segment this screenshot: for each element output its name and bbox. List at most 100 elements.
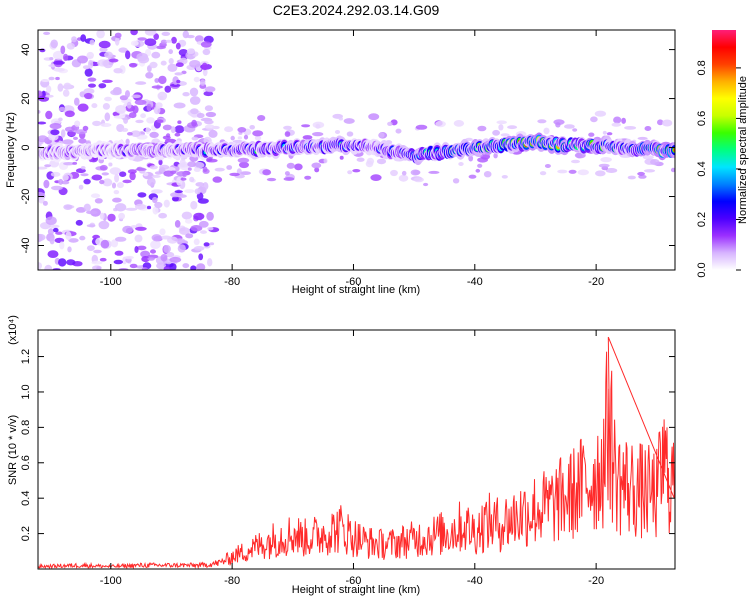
- heatmap-cell: [80, 34, 87, 42]
- heatmap-cell: [87, 77, 97, 82]
- snr-background: [38, 330, 675, 569]
- heatmap-cell: [53, 227, 59, 233]
- heatmap-cell: [187, 161, 197, 168]
- heatmap-cell: [200, 41, 212, 48]
- heatmap-cell: [196, 263, 206, 270]
- heatmap-cell: [47, 250, 59, 258]
- heatmap-cell: [167, 236, 178, 244]
- heatmap-cell: [64, 110, 75, 118]
- heatmap-cell: [65, 231, 72, 241]
- tick-label: 0.2: [696, 212, 708, 227]
- heatmap-cell: [137, 37, 147, 41]
- heatmap-cell: [84, 92, 93, 100]
- heatmap-cell: [108, 58, 119, 63]
- heatmap-cell: [475, 168, 481, 173]
- heatmap-cell: [146, 205, 152, 210]
- heatmap-cell: [118, 47, 128, 53]
- heatmap-cell: [237, 127, 247, 133]
- heatmap-cell: [232, 139, 244, 144]
- heatmap-cell: [151, 85, 163, 89]
- colorbar-label: Normalized spectral amplitude: [737, 76, 749, 224]
- heatmap-cell: [184, 189, 195, 194]
- heatmap-cell: [602, 130, 607, 135]
- heatmap-cell: [613, 116, 622, 124]
- heatmap-cell: [195, 182, 205, 187]
- heatmap-cell: [240, 171, 251, 176]
- heatmap-cell: [262, 169, 272, 176]
- heatmap-cell: [170, 83, 181, 87]
- heatmap-cell: [92, 265, 102, 270]
- heatmap-cell: [111, 182, 117, 189]
- heatmap-cell: [146, 117, 155, 124]
- heatmap-cell: [174, 190, 183, 194]
- heatmap-cell: [126, 101, 132, 109]
- heatmap-cell: [637, 171, 645, 176]
- heatmap-cell: [108, 162, 113, 167]
- heatmap-cell: [158, 75, 167, 85]
- heatmap-cell: [537, 119, 547, 124]
- heatmap-cell: [201, 62, 208, 71]
- heatmap-cell: [75, 207, 87, 213]
- heatmap-cell: [102, 79, 113, 84]
- tick-label: 0.6: [20, 455, 32, 470]
- heatmap-cell: [483, 171, 492, 178]
- heatmap-cell: [160, 39, 168, 45]
- heatmap-cell: [190, 225, 203, 232]
- heatmap-cell: [501, 175, 508, 179]
- tick-label: 0.8: [696, 60, 708, 75]
- heatmap-cell: [187, 167, 192, 171]
- heatmap-cell: [42, 200, 48, 206]
- heatmap-cell: [114, 36, 120, 46]
- heatmap-cell: [311, 162, 322, 169]
- heatmap-cell: [167, 63, 178, 72]
- heatmap-cell: [352, 169, 361, 173]
- heatmap-cell: [98, 83, 107, 89]
- tick-label: 40: [20, 43, 32, 55]
- heatmap-cell: [150, 240, 161, 250]
- heatmap-cell: [237, 136, 243, 140]
- heatmap-cell: [175, 42, 181, 50]
- heatmap-cell: [347, 170, 353, 175]
- heatmap-cell: [50, 129, 60, 136]
- heatmap-cell: [59, 241, 65, 250]
- heatmap-cell: [378, 132, 385, 138]
- heatmap-cell: [89, 39, 95, 46]
- heatmap-cell: [365, 160, 374, 168]
- heatmap-cell: [114, 203, 127, 212]
- heatmap-cell: [140, 113, 147, 119]
- heatmap-cell: [55, 231, 63, 235]
- heatmap-cell: [63, 204, 73, 211]
- heatmap-cell: [203, 91, 214, 97]
- heatmap-cell: [58, 117, 63, 122]
- heatmap-cell: [294, 163, 303, 171]
- heatmap-cell: [74, 120, 81, 127]
- heatmap-cell: [315, 123, 321, 129]
- heatmap-cell: [129, 63, 138, 68]
- tick-label: 20: [20, 92, 32, 104]
- heatmap-cell: [605, 168, 618, 173]
- heatmap-cell: [162, 124, 172, 131]
- heatmap-cell: [144, 38, 157, 46]
- heatmap-cell: [193, 246, 205, 251]
- heatmap-cell: [286, 162, 295, 169]
- heatmap-cell: [43, 179, 50, 189]
- heatmap-cell: [126, 132, 133, 136]
- heatmap-cell: [99, 164, 108, 171]
- heatmap-cell: [165, 39, 173, 43]
- heatmap-cell: [77, 55, 88, 64]
- spectrogram-panel: -100 -80 -60 -40 -20 -40 -20 0 20 40 Height of s…: [5, 29, 676, 296]
- snr-y-ticks: 0.2 0.4 0.6 0.8 1.0 1.2: [20, 349, 675, 541]
- snr-y-axis-label: SNR (10 * v/v): [7, 415, 19, 485]
- heatmap-cell: [207, 227, 214, 231]
- heatmap-cell: [145, 127, 151, 134]
- heatmap-cell: [83, 178, 91, 185]
- heatmap-cell: [284, 171, 290, 176]
- heatmap-cell: [179, 158, 186, 168]
- spectrogram-frame: [37, 29, 676, 271]
- heatmap-cell: [132, 105, 139, 114]
- heatmap-cell: [498, 124, 504, 131]
- heatmap-cell: [145, 72, 154, 79]
- heatmap-cell: [75, 219, 83, 226]
- heatmap-cell: [149, 61, 158, 69]
